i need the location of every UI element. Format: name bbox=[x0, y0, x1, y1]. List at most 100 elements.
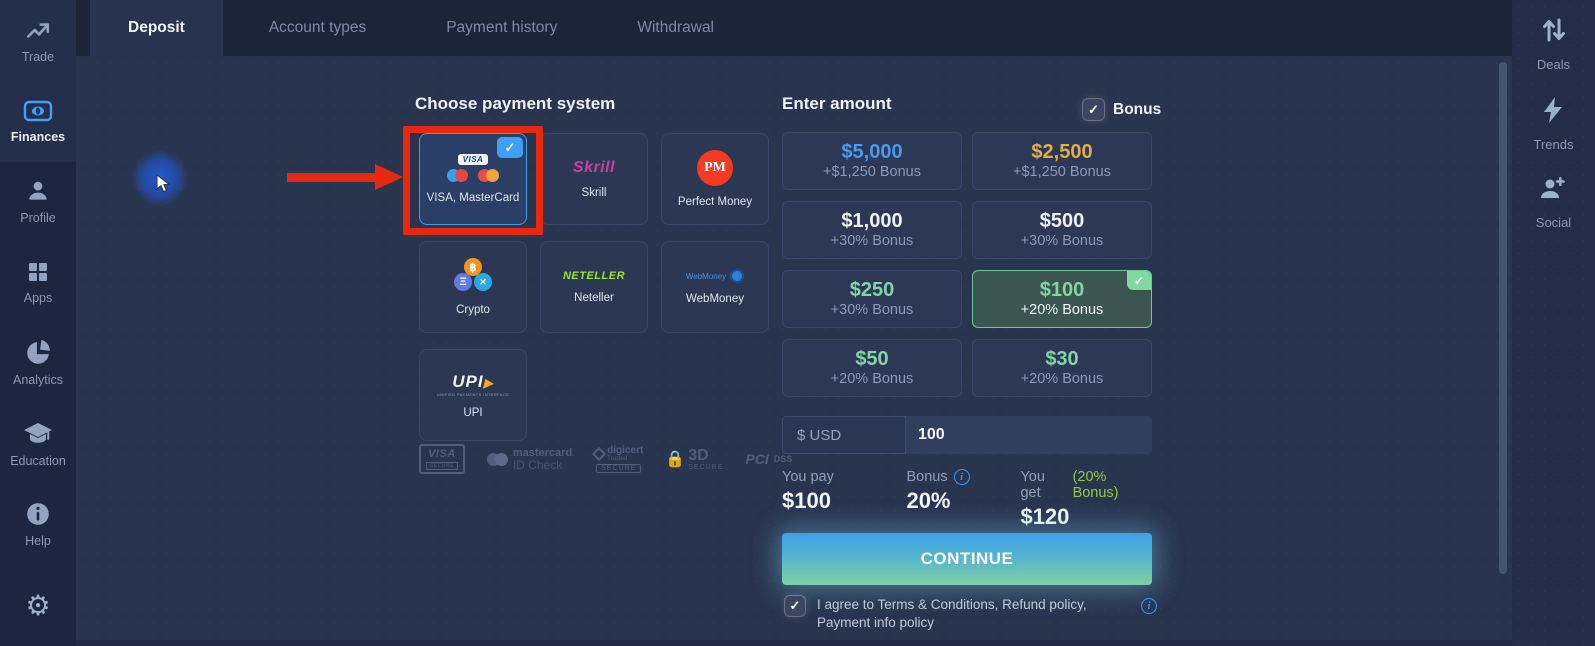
you-pay-value: $100 bbox=[782, 488, 831, 513]
digicert-badge: digicert Trusted SECURE bbox=[592, 445, 643, 474]
mouse-cursor bbox=[132, 150, 188, 206]
payment-method-grid: ✓ VISA VISA, MasterCard Skrill Skrill PM… bbox=[419, 133, 779, 441]
lightning-icon bbox=[1542, 96, 1564, 129]
enter-amount-title: Enter amount bbox=[782, 94, 892, 113]
agreement-text[interactable]: I agree to Terms & Conditions, Refund po… bbox=[817, 597, 1087, 630]
finances-tab-bar: Deposit Account types Payment history Wi… bbox=[76, 0, 1512, 56]
sidebar-item-label: Finances bbox=[10, 129, 66, 144]
payment-method-label: WebMoney bbox=[686, 293, 744, 305]
tab-account-types[interactable]: Account types bbox=[268, 19, 367, 36]
pci-dss-badge: PCI DSS bbox=[745, 451, 793, 467]
sidebar-item-label: Education bbox=[10, 453, 66, 468]
payment-method-label: Skrill bbox=[581, 187, 607, 199]
amount-input[interactable]: 100 bbox=[906, 416, 1152, 454]
analytics-pie-icon bbox=[25, 339, 51, 366]
security-badges: VISA SECURE mastercard ID Check digicert T… bbox=[419, 444, 792, 474]
sidebar-item-settings[interactable]: ⚙ bbox=[0, 565, 76, 646]
sidebar-item-label: Apps bbox=[23, 291, 53, 306]
padlock-icon: 🔒 bbox=[665, 451, 686, 468]
payment-method-label: VISA, MasterCard bbox=[426, 192, 520, 204]
trade-icon bbox=[25, 17, 51, 43]
agreement-checkbox[interactable]: ✓ bbox=[785, 596, 805, 616]
amount-option-5000[interactable]: $5,000 +$1,250 Bonus bbox=[782, 132, 962, 190]
sidebar-item-social[interactable]: Social bbox=[1536, 176, 1571, 230]
content-scrollbar[interactable] bbox=[1499, 62, 1507, 574]
skrill-logo: Skrill bbox=[572, 159, 616, 176]
amount-options-grid: $5,000 +$1,250 Bonus $2,500 +$1,250 Bonus … bbox=[782, 132, 1152, 397]
payment-method-label: Neteller bbox=[574, 292, 614, 304]
amount-option-30[interactable]: $30 +20% Bonus bbox=[972, 339, 1152, 397]
payment-method-webmoney[interactable]: WebMoney WebMoney bbox=[661, 241, 769, 333]
payment-method-perfect-money[interactable]: PM Perfect Money bbox=[661, 133, 769, 225]
payment-method-upi[interactable]: UPI▶ UNIFIED PAYMENTS INTERFACE UPI bbox=[419, 349, 527, 441]
bonus-info-icon[interactable]: i bbox=[953, 469, 970, 485]
add-user-icon bbox=[1539, 176, 1567, 207]
right-sidebar: Deals Trends Social bbox=[1512, 0, 1595, 646]
bottom-edge bbox=[76, 640, 1512, 646]
sidebar-item-label: Deals bbox=[1536, 57, 1571, 72]
sidebar-item-analytics[interactable]: Analytics bbox=[0, 323, 76, 404]
amount-option-2500[interactable]: $2,500 +$1,250 Bonus bbox=[972, 132, 1152, 190]
continue-button[interactable]: CONTINUE bbox=[782, 533, 1152, 585]
help-info-icon bbox=[25, 501, 51, 527]
deals-arrows-icon bbox=[1541, 16, 1567, 49]
currency-select[interactable]: $ USD bbox=[782, 416, 906, 454]
3d-secure-badge: 🔒 3D SECURE bbox=[665, 446, 724, 471]
bonus-label: Bonus bbox=[906, 469, 948, 485]
profile-icon bbox=[25, 178, 51, 204]
selected-check-icon: ✓ bbox=[497, 137, 523, 158]
amount-option-50[interactable]: $50 +20% Bonus bbox=[782, 339, 962, 397]
sidebar-item-label: Trade bbox=[21, 49, 55, 64]
amount-option-250[interactable]: $250 +30% Bonus bbox=[782, 270, 962, 328]
agreement-info-icon[interactable]: i bbox=[1141, 598, 1157, 614]
tab-payment-history[interactable]: Payment history bbox=[446, 19, 558, 36]
bonus-toggle[interactable]: ✓ Bonus bbox=[1083, 99, 1161, 120]
agreement-row: ✓ I agree to Terms & Conditions, Refund … bbox=[785, 596, 1157, 631]
sidebar-item-label: Social bbox=[1535, 215, 1572, 230]
bonus-checkbox[interactable]: ✓ bbox=[1083, 99, 1104, 120]
apps-grid-icon bbox=[26, 260, 50, 284]
sidebar-item-trade[interactable]: Trade bbox=[0, 0, 76, 81]
sidebar-item-label: Help bbox=[25, 534, 51, 549]
sidebar-item-trends[interactable]: Trends bbox=[1534, 96, 1573, 152]
sidebar-item-profile[interactable]: Profile bbox=[0, 162, 76, 243]
finances-card-icon bbox=[23, 99, 53, 123]
education-cap-icon bbox=[23, 421, 53, 447]
neteller-logo: NETELLER bbox=[562, 270, 626, 282]
bonus-value: 20% bbox=[906, 488, 951, 513]
payment-method-visa-mastercard[interactable]: ✓ VISA VISA, MasterCard bbox=[419, 133, 527, 225]
deposit-content: Choose payment system ✓ VISA VISA, Maste… bbox=[76, 56, 1512, 646]
payment-method-label: Crypto bbox=[456, 304, 490, 316]
payment-method-label: Perfect Money bbox=[677, 196, 753, 208]
sidebar-item-label: Analytics bbox=[12, 372, 64, 387]
left-sidebar: Trade Finances Profile Apps Analytics Ed… bbox=[0, 0, 76, 646]
amount-option-1000[interactable]: $1,000 +30% Bonus bbox=[782, 201, 962, 259]
choose-payment-title: Choose payment system bbox=[415, 94, 616, 113]
sidebar-item-finances[interactable]: Finances bbox=[0, 80, 76, 162]
selected-check-icon: ✓ bbox=[1127, 271, 1151, 290]
visa-mastercard-logo: VISA bbox=[447, 154, 499, 182]
sidebar-item-label: Profile bbox=[20, 211, 56, 226]
gear-icon: ⚙ bbox=[25, 589, 51, 621]
upi-logo: UPI▶ UNIFIED PAYMENTS INTERFACE bbox=[436, 371, 510, 397]
sidebar-item-deals[interactable]: Deals bbox=[1537, 16, 1570, 72]
payment-method-skrill[interactable]: Skrill Skrill bbox=[540, 133, 648, 225]
amount-option-100[interactable]: ✓ $100 +20% Bonus bbox=[972, 270, 1152, 328]
sidebar-item-help[interactable]: Help bbox=[0, 485, 76, 566]
perfect-money-logo: PM bbox=[697, 150, 733, 186]
payment-method-neteller[interactable]: NETELLER Neteller bbox=[540, 241, 648, 333]
amount-option-500[interactable]: $500 +30% Bonus bbox=[972, 201, 1152, 259]
payment-method-crypto[interactable]: ฿ Ξ ✕ Crypto bbox=[419, 241, 527, 333]
amount-input-row: $ USD 100 bbox=[782, 416, 1152, 454]
crypto-coins-icon: ฿ Ξ ✕ bbox=[451, 258, 495, 294]
mastercard-idcheck-badge: mastercard ID Check bbox=[486, 447, 572, 471]
sidebar-item-apps[interactable]: Apps bbox=[0, 242, 76, 323]
you-get-label: You get bbox=[1020, 469, 1045, 501]
tab-deposit[interactable]: Deposit bbox=[90, 0, 223, 56]
tab-withdrawal[interactable]: Withdrawal bbox=[637, 19, 715, 36]
payment-summary: You pay $100 Bonus i 20% You get (20% Bonu… bbox=[782, 469, 1152, 530]
sidebar-item-education[interactable]: Education bbox=[0, 404, 76, 485]
visa-secure-badge: VISA SECURE bbox=[419, 444, 465, 474]
bonus-toggle-label: Bonus bbox=[1113, 100, 1162, 118]
